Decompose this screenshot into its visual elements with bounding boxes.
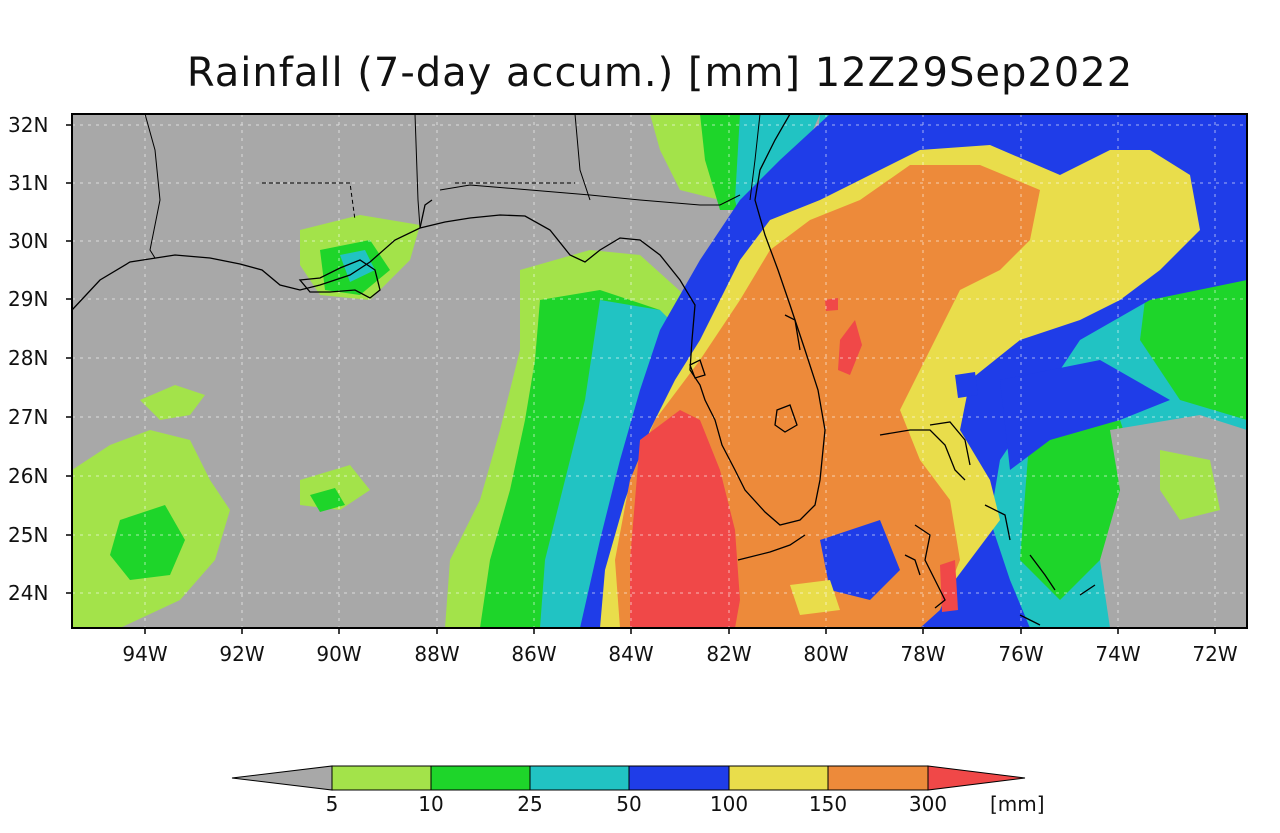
bahamas-a — [879, 429, 966, 481]
rain-25-panhandle — [340, 250, 375, 282]
colorbar-label-25: 25 — [517, 792, 543, 816]
border-la-ms — [144, 114, 161, 259]
colorbar-label-5: 5 — [325, 792, 339, 816]
rain-300-b — [838, 320, 862, 375]
colorbar-label-50: 50 — [616, 792, 642, 816]
lon-label-84w: 84W — [608, 642, 654, 666]
bahamas-e — [984, 504, 1011, 541]
rain-50-patch-b — [955, 372, 978, 398]
lon-label-72w: 72W — [1192, 642, 1238, 666]
rain-5-east — [1160, 450, 1220, 520]
lat-label-24n: 24N — [8, 581, 49, 605]
mobile-bay — [419, 199, 433, 229]
lon-label-76w: 76W — [998, 642, 1044, 666]
colorbar-label-100: 100 — [709, 792, 749, 816]
border-ga-sc — [749, 114, 761, 201]
lat-label-27n: 27N — [8, 405, 49, 429]
colorbar-label-150: 150 — [808, 792, 848, 816]
colorbar-over — [927, 765, 1026, 791]
axis-ticks — [66, 124, 1216, 634]
colorbar-100 — [728, 765, 829, 791]
bahamas-g — [1019, 614, 1041, 626]
bahamas-d — [904, 554, 921, 576]
bahamas-h — [1079, 584, 1096, 596]
state-borders — [144, 114, 761, 259]
colorbar-under — [231, 765, 333, 791]
lat-label-31n: 31N — [8, 171, 49, 195]
lon-label-88w: 88W — [414, 642, 460, 666]
lon-label-78w: 78W — [900, 642, 946, 666]
coastlines — [72, 114, 1096, 626]
border-al-ga — [574, 114, 591, 201]
rain-50-patch — [820, 520, 900, 600]
colorbar-label-300: 300 — [908, 792, 948, 816]
map-title: Rainfall (7-day accum.) [mm] 12Z29Sep202… — [186, 50, 1134, 96]
border-la-ms-dashed — [262, 182, 356, 221]
lon-label-86w: 86W — [511, 642, 557, 666]
colorbar-25 — [529, 765, 630, 791]
mississippi-delta — [298, 259, 381, 299]
lat-label-26n: 26N — [8, 464, 49, 488]
colorbar-10 — [430, 765, 531, 791]
border-fl-ga — [439, 184, 741, 206]
rain-10-west — [110, 505, 185, 580]
lat-label-29n: 29N — [8, 287, 49, 311]
no-rain-east — [1100, 415, 1247, 628]
lon-label-92w: 92W — [219, 642, 265, 666]
rain-5-west-b — [140, 385, 205, 420]
grid-lines — [72, 114, 1247, 628]
lon-label-82w: 82W — [706, 642, 752, 666]
lon-label-74w: 74W — [1095, 642, 1141, 666]
rain-300-d — [825, 298, 838, 311]
lat-label-32n: 32N — [8, 113, 49, 137]
rain-300-c — [940, 560, 958, 612]
bahamas-b — [929, 421, 971, 466]
colorbar-label-10: 10 — [418, 792, 444, 816]
rainfall-map — [66, 113, 1248, 634]
rain-10-east — [1140, 260, 1247, 420]
rain-300 — [630, 410, 740, 628]
lat-label-30n: 30N — [8, 229, 49, 253]
lat-label-25n: 25N — [8, 523, 49, 547]
gulf-coast — [72, 114, 826, 526]
rain-50-east-tail — [1000, 360, 1170, 470]
intl-borders — [262, 182, 575, 221]
border-ms-al — [414, 114, 421, 229]
lon-label-90w: 90W — [316, 642, 362, 666]
colorbar-5 — [331, 765, 432, 791]
rain-10-east-b — [1020, 420, 1140, 600]
indian-river — [784, 314, 801, 351]
rain-10-west-b — [310, 488, 345, 512]
colorbar-50 — [628, 765, 730, 791]
bahamas-c — [914, 524, 946, 609]
map-frame — [71, 113, 1248, 629]
lon-label-94w: 94W — [122, 642, 168, 666]
rain-100-patch — [790, 580, 840, 615]
colorbar-unit: [mm] — [990, 792, 1045, 816]
tampa-bay — [689, 359, 706, 379]
colorbar-150 — [827, 765, 929, 791]
lon-label-80w: 80W — [803, 642, 849, 666]
bahamas-f — [1029, 554, 1056, 591]
keys — [737, 534, 806, 561]
lake-okeechobee — [774, 404, 798, 433]
lat-label-28n: 28N — [8, 346, 49, 370]
